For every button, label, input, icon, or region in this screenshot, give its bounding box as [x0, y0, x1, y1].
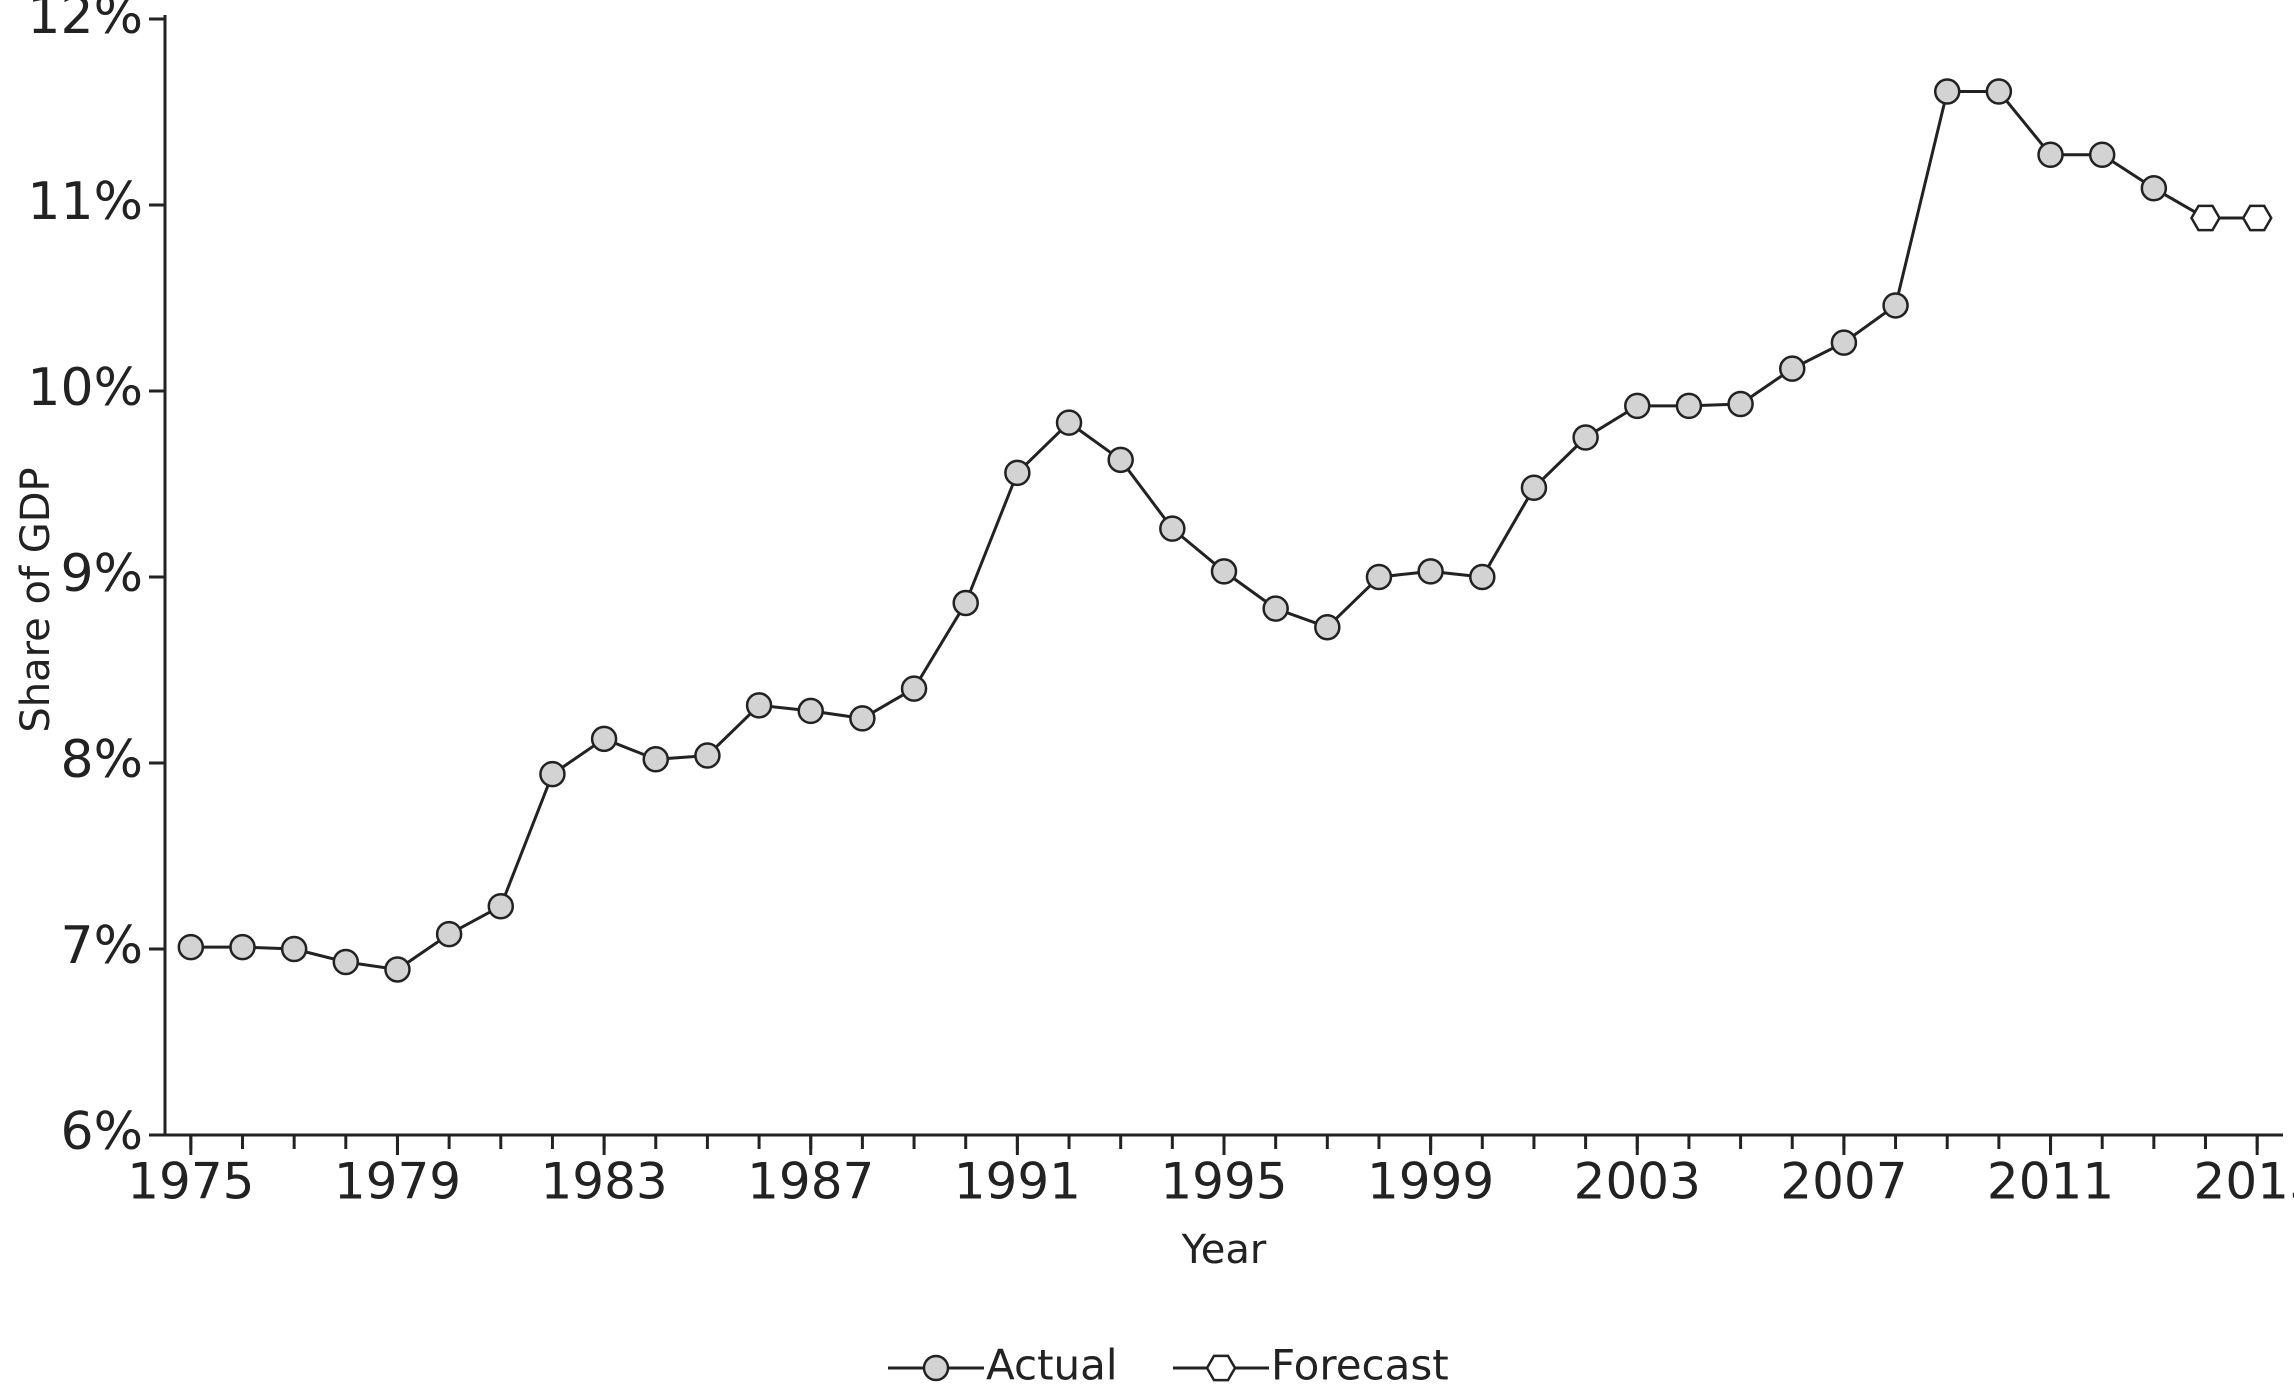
marker [1727, 390, 1754, 418]
marker [797, 697, 824, 725]
marker [280, 935, 308, 963]
x-tick-label: 1975 [127, 1153, 254, 1211]
marker [1624, 392, 1651, 420]
x-tick-label: 2011 [1987, 1153, 2114, 1211]
marker [177, 933, 205, 961]
marker [229, 933, 256, 961]
x-tick-label: 2003 [1574, 1153, 1701, 1211]
y-tick-label: 10% [27, 358, 143, 418]
x-tick-label: 1983 [540, 1153, 667, 1211]
x-tick-label: 2007 [1780, 1153, 1907, 1211]
marker [435, 920, 463, 948]
marker [332, 948, 360, 976]
marker [745, 692, 773, 719]
legend-label: Forecast [1271, 1341, 1449, 1385]
x-tick-label: 1979 [334, 1153, 461, 1211]
x-tick-label: 1999 [1367, 1153, 1494, 1211]
marker [384, 956, 411, 983]
marker [1210, 558, 1238, 585]
y-tick-label: 9% [61, 544, 144, 604]
y-tick-label: 8% [61, 730, 144, 790]
marker [2190, 204, 2221, 232]
marker [539, 760, 566, 788]
legend-marker [1205, 1354, 1237, 1382]
marker [487, 892, 515, 920]
marker [1159, 515, 1186, 542]
x-tick-label: 1987 [747, 1153, 874, 1211]
marker [694, 742, 721, 769]
x-tick-label: 2015 [2194, 1153, 2294, 1211]
y-tick-label: 12% [27, 0, 143, 46]
marker [1004, 459, 1031, 487]
marker [1055, 409, 1083, 436]
marker [1107, 446, 1134, 474]
marker [1417, 558, 1444, 585]
marker [1469, 563, 1496, 591]
marker [642, 746, 670, 773]
marker [1314, 613, 1341, 641]
marker [1520, 474, 1548, 501]
legend-label: Actual [986, 1341, 1118, 1385]
marker [952, 589, 979, 617]
marker [1262, 595, 1289, 622]
marker [1830, 329, 1858, 356]
marker [1572, 424, 1599, 451]
marker [1985, 78, 2013, 105]
marker [849, 705, 876, 732]
y-tick-label: 6% [61, 1102, 144, 1162]
marker [2241, 204, 2273, 232]
marker [2088, 141, 2116, 169]
marker [1933, 78, 1961, 105]
x-tick-label: 1995 [1160, 1153, 1287, 1211]
marker [1675, 392, 1703, 420]
marker [2140, 175, 2168, 202]
x-axis-label: Year [1181, 1227, 1267, 1273]
y-tick-label: 7% [61, 916, 144, 976]
marker [2037, 141, 2064, 169]
marker [1882, 292, 1909, 319]
x-tick-label: 1991 [954, 1153, 1081, 1211]
marker [1778, 355, 1806, 382]
y-tick-label: 11% [27, 172, 143, 232]
y-axis-label: Share of GDP [13, 467, 59, 732]
marker [1365, 563, 1393, 591]
marker [590, 725, 618, 753]
marker [900, 675, 928, 702]
legend-marker [922, 1354, 950, 1382]
